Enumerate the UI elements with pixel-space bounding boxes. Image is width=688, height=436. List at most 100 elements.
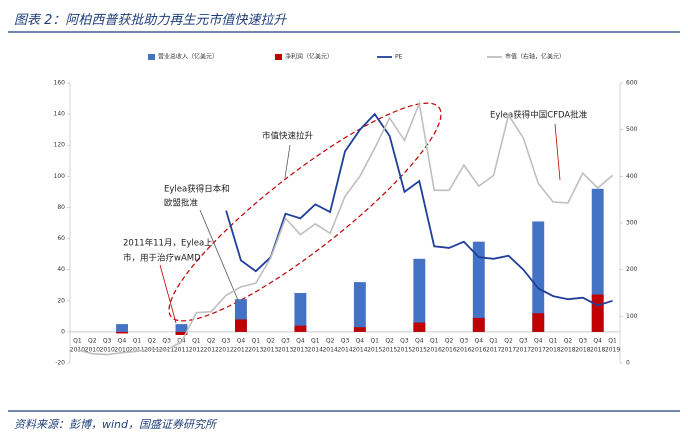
x-tick-label: Q2	[385, 337, 394, 344]
x-tick-label: Q1	[370, 337, 379, 344]
y2-tick-label: 200	[626, 266, 638, 273]
x-tick-label: 2013	[263, 346, 278, 353]
x-tick-label: 2018	[545, 346, 560, 353]
bar	[591, 188, 604, 332]
x-tick-label: 2017	[516, 346, 531, 353]
x-tick-label: 2010	[85, 346, 100, 353]
x-tick-label: 2017	[501, 346, 516, 353]
x-tick-label: 2016	[441, 346, 456, 353]
x-tick-label: 2013	[293, 346, 308, 353]
annotation: 市，用于治疗wAMD	[123, 253, 201, 264]
annotation: 2011年11月，Eylea上	[123, 238, 213, 249]
bar	[353, 327, 366, 332]
bar	[294, 293, 307, 332]
y2-tick-label: 100	[626, 313, 638, 320]
x-tick-label: Q1	[489, 337, 498, 344]
x-tick-label: 2012	[204, 346, 219, 353]
y2-tick-label: 400	[626, 173, 638, 180]
legend-label: 净利润（亿美元）	[285, 53, 333, 61]
y-tick-label: 20	[57, 297, 65, 304]
x-tick-label: 2012	[189, 346, 204, 353]
x-tick-label: 2014	[308, 346, 323, 353]
x-tick-label: 2016	[427, 346, 442, 353]
x-tick-label: 2010	[114, 346, 129, 353]
x-tick-label: Q1	[73, 337, 82, 344]
y-tick-label: 140	[54, 111, 66, 118]
annotation: 市值快速拉升	[262, 131, 314, 142]
bar	[532, 313, 545, 332]
x-tick-label: 2010	[100, 346, 115, 353]
legend-label: PE	[395, 54, 403, 61]
x-tick-label: 2011	[129, 346, 144, 353]
x-tick-label: 2014	[337, 346, 352, 353]
y2-tick-label: 0	[626, 360, 630, 367]
x-tick-label: 2013	[278, 346, 293, 353]
annotation: 欧盟批准	[164, 198, 199, 209]
legend-swatch	[275, 54, 282, 60]
bar	[116, 324, 128, 332]
x-tick-label: Q2	[504, 337, 513, 344]
y-tick-label: 80	[57, 204, 65, 211]
line	[77, 100, 614, 356]
bar	[532, 221, 545, 332]
bar	[294, 325, 307, 332]
x-tick-label: Q2	[326, 337, 335, 344]
y2-tick-label: 300	[626, 220, 638, 227]
x-tick-label: Q3	[281, 337, 290, 344]
x-tick-label: 2017	[531, 346, 546, 353]
x-tick-label: Q3	[579, 337, 588, 344]
x-tick-label: Q2	[266, 337, 275, 344]
arrow	[554, 123, 561, 181]
x-tick-label: Q4	[534, 337, 543, 344]
x-tick-label: Q4	[237, 337, 246, 344]
arrow	[284, 144, 291, 179]
annotation: Eylea获得日本和	[164, 184, 230, 195]
x-tick-label: Q2	[147, 337, 156, 344]
x-tick-label: Q3	[341, 337, 350, 344]
y-tick-label: 100	[54, 173, 66, 180]
bar	[591, 294, 604, 332]
legend-label: 市值（右轴，亿美元）	[505, 53, 565, 61]
x-tick-label: Q2	[88, 337, 97, 344]
x-tick-label: Q3	[162, 337, 171, 344]
x-tick-label: 2018	[590, 346, 605, 353]
y2-tick-label: 600	[626, 80, 638, 87]
x-tick-label: 2015	[412, 346, 427, 353]
x-tick-label: 2018	[575, 346, 590, 353]
bar	[413, 322, 426, 332]
x-tick-label: Q2	[207, 337, 216, 344]
y-tick-label: -20	[55, 360, 65, 367]
x-tick-label: Q1	[549, 337, 558, 344]
x-tick-label: 2016	[456, 346, 471, 353]
x-tick-label: Q4	[356, 337, 365, 344]
x-tick-label: Q1	[252, 337, 261, 344]
bar	[175, 331, 188, 335]
x-tick-label: Q3	[400, 337, 409, 344]
chart-title: 图表 2：阿柏西普获批助力再生元市值快速拉升	[14, 12, 287, 28]
y-tick-label: 120	[54, 142, 66, 149]
x-tick-label: 2016	[471, 346, 486, 353]
x-tick-label: 2015	[382, 346, 397, 353]
x-tick-label: Q2	[445, 337, 454, 344]
bar	[235, 299, 247, 332]
x-tick-label: 2019	[605, 346, 620, 353]
x-tick-label: Q1	[192, 337, 201, 344]
bar	[472, 241, 485, 332]
x-tick-label: Q2	[564, 337, 573, 344]
x-tick-label: Q4	[296, 337, 305, 344]
x-tick-label: Q3	[460, 337, 469, 344]
x-tick-label: Q1	[430, 337, 439, 344]
legend-label: 营业总收入（亿美元）	[158, 53, 218, 61]
x-tick-label: Q3	[519, 337, 528, 344]
annotation: Eylea获得中国CFDA批准	[490, 110, 588, 121]
x-tick-label: 2012	[233, 346, 248, 353]
source: 资料来源：彭博，wind，国盛证券研究所	[14, 418, 218, 431]
arrow	[159, 264, 177, 324]
x-tick-label: Q3	[222, 337, 231, 344]
x-tick-label: 2017	[486, 346, 501, 353]
x-tick-label: Q1	[133, 337, 142, 344]
x-tick-label: Q4	[593, 337, 602, 344]
arrow	[199, 209, 241, 306]
x-tick-label: 2011	[144, 346, 159, 353]
